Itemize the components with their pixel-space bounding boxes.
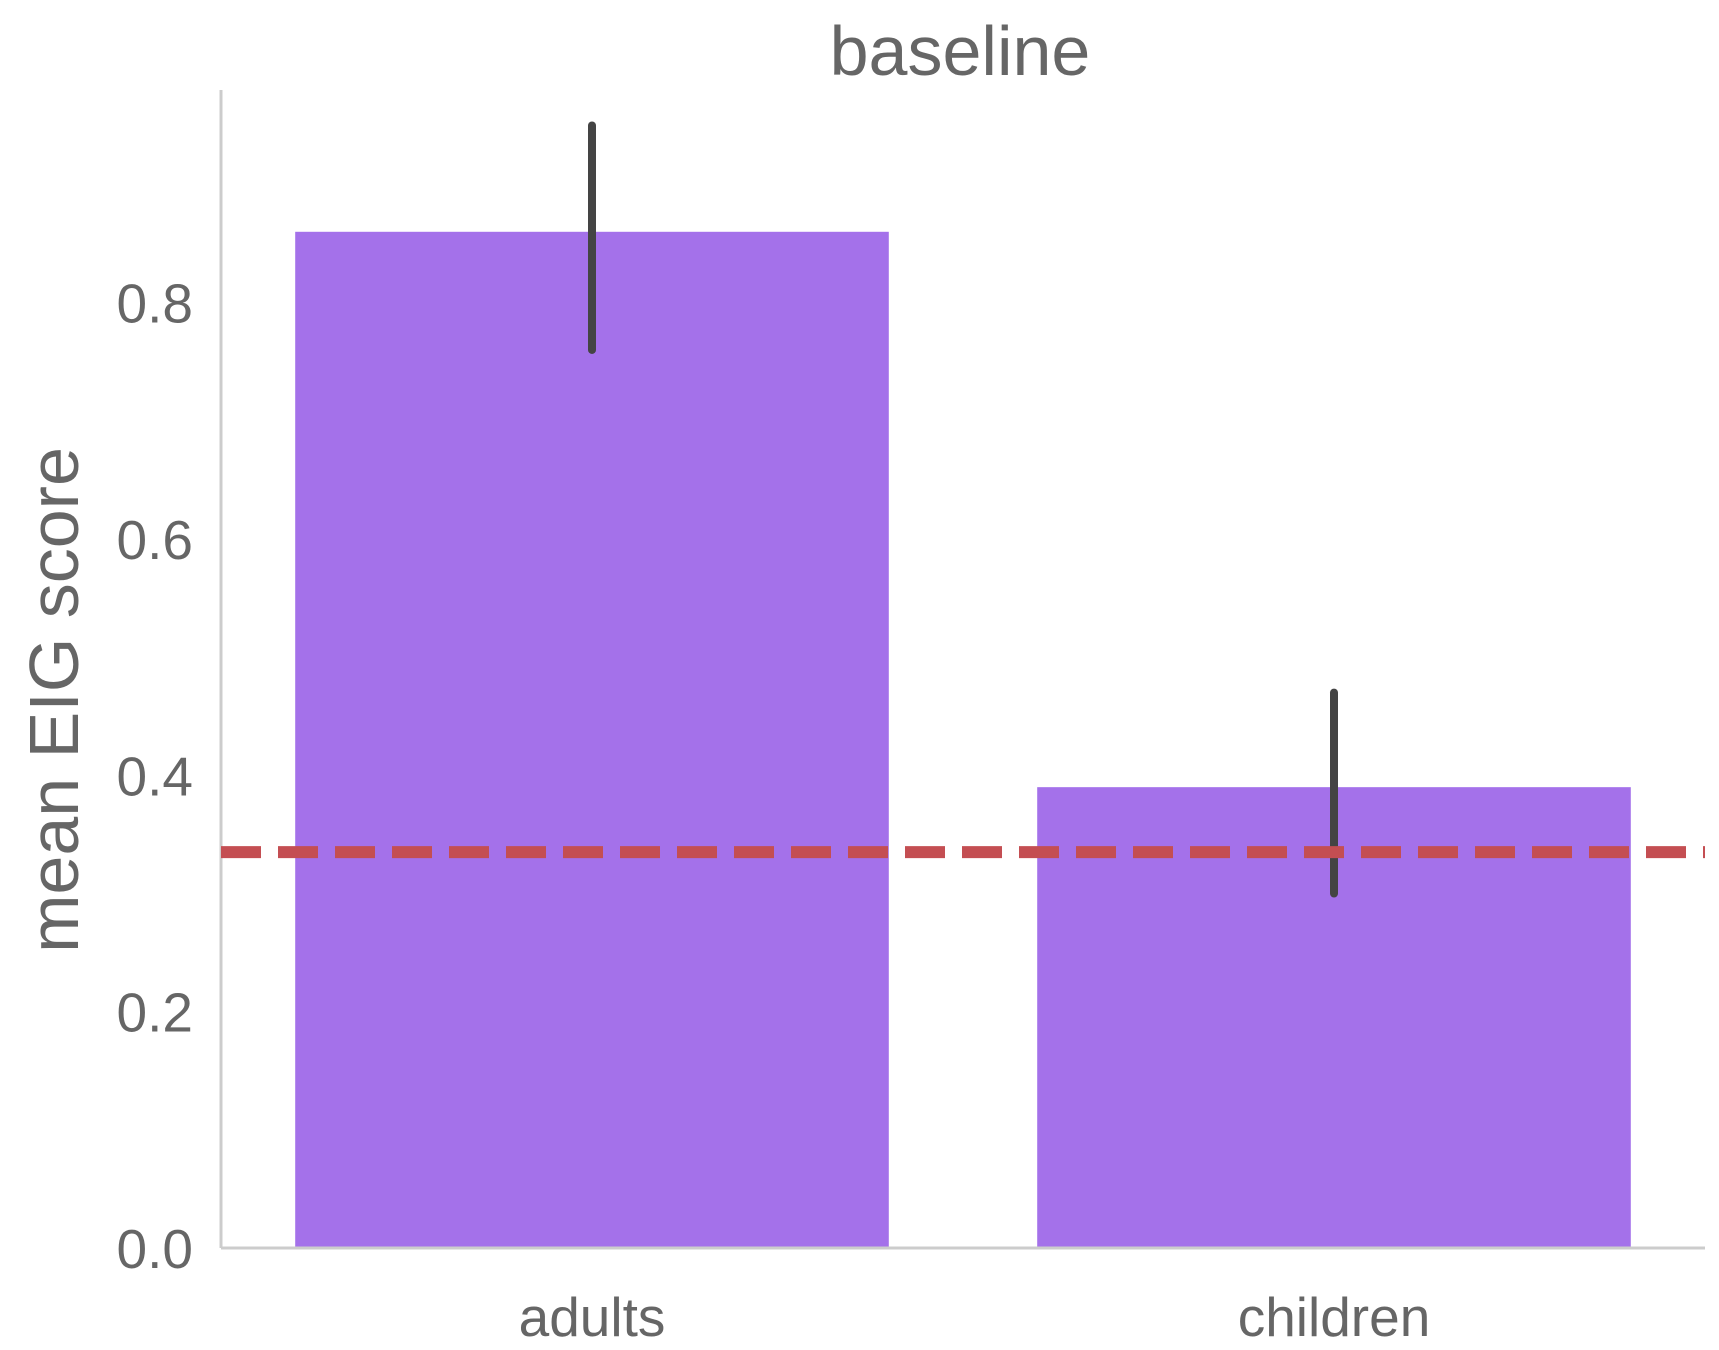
x-tick-label: adults: [519, 1286, 666, 1348]
chart-title: baseline: [830, 12, 1091, 90]
x-axis-ticks: adults children: [519, 1286, 1431, 1348]
error-bars-group: [588, 121, 1338, 898]
y-tick-label: 0.6: [117, 509, 193, 571]
y-axis-label: mean EIG score: [15, 447, 93, 953]
y-tick-label: 0.4: [117, 745, 193, 807]
bars-group: [295, 231, 1631, 1249]
bar-adults: [295, 231, 889, 1249]
y-tick-label: 0.2: [117, 982, 193, 1044]
y-axis-ticks: 0.0 0.2 0.4 0.6 0.8: [117, 273, 193, 1280]
x-tick-label: children: [1238, 1286, 1431, 1348]
y-tick-label: 0.0: [117, 1218, 193, 1280]
y-tick-label: 0.8: [117, 273, 193, 335]
